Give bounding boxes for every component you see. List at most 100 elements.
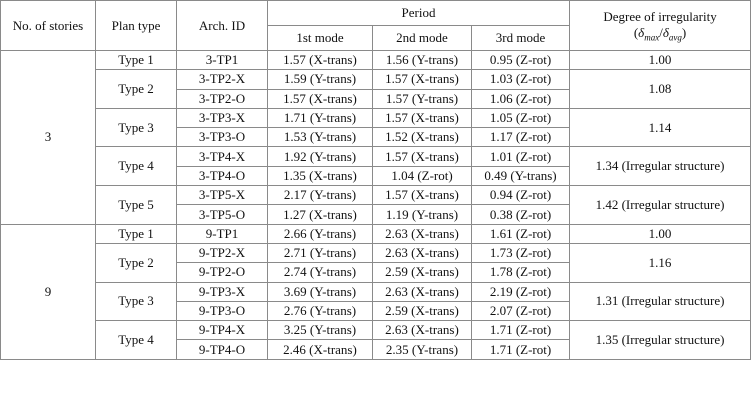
degree-cell: 1.14 [569,107,751,148]
header-cell: Degree of irregularity (δmax/δavg) [569,0,751,51]
arch-id-cell: 3-TP1 [176,49,268,71]
table-row: Type 2 3-TP2-X 1.59 (Y-trans) 1.57 (X-trans… [1,69,751,109]
degree-cell: 1.08 [569,69,751,109]
mode-cell: 2.19 (Z-rot) [470,281,571,302]
plan-cell: Type 2 [95,69,177,109]
degree-cell: 1.42 (Irregular structure) [569,185,751,225]
degree-cell: 1.31 (Irregular structure) [569,281,751,322]
header-cell: Plan type [95,0,177,51]
header-cell: 3rd mode [470,25,571,51]
table-row: Type 4 3-TP4-X 1.92 (Y-trans) 1.57 (X-trans… [1,146,751,187]
formula-part: max [644,32,660,43]
mode-cell: 1.03 (Z-rot) [470,69,571,90]
table-row: 9-TP3-O 2.76 (Y-trans) 2.59 (X-trans) 2.07 … [1,300,751,322]
table-row: Type 3 3-TP3-X 1.71 (Y-trans) 1.57 (X-trans… [1,107,751,148]
plan-cell: Type 1 [95,223,177,244]
table-row: Type 5 3-TP5-X 2.17 (Y-trans) 1.57 (X-trans… [1,185,751,225]
stories-cell: 3 [0,50,96,225]
mode-cell: 0.49 (Y-trans) [470,165,571,187]
mode-cell: 1.71 (Z-rot) [470,320,571,341]
mode-cell: 2.63 (X-trans) [372,281,472,302]
table-row: 3-TP3-O 1.53 (Y-trans) 1.52 (X-trans) 1.17 … [1,127,751,148]
table-row: 3-TP2-O 1.57 (X-trans) 1.57 (Y-trans) 1.06 … [1,88,751,109]
mode-cell: 2.59 (X-trans) [372,300,472,322]
mode-cell: 2.63 (X-trans) [372,223,472,244]
header-cell: Arch. ID [176,0,268,51]
mode-cell: 1.78 (Z-rot) [470,262,571,283]
arch-id-cell: 9-TP4-X [176,320,268,341]
header-cell: 2nd mode [372,25,472,51]
degree-title: Degree of irregularity [603,8,717,24]
arch-id-cell: 9-TP2-X [176,242,268,264]
mode-cell: 2.71 (Y-trans) [267,242,373,264]
mode-cell: 1.92 (Y-trans) [267,146,373,167]
table-row: 3-TP5-O 1.27 (X-trans) 1.19 (Y-trans) 0.38 … [1,204,751,225]
mode-cell: 1.57 (X-trans) [372,185,472,206]
mode-cell: 2.17 (Y-trans) [267,185,373,206]
mode-cell: 2.66 (Y-trans) [267,223,373,244]
mode-cell: 1.05 (Z-rot) [470,107,571,129]
plan-cell: Type 3 [95,107,177,148]
table-row: Type 2 9-TP2-X 2.71 (Y-trans) 2.63 (X-trans… [1,242,751,283]
arch-id-cell: 9-TP1 [176,223,268,244]
mode-cell: 1.59 (Y-trans) [267,69,373,90]
mode-cell: 1.52 (X-trans) [372,127,472,148]
arch-id-cell: 3-TP2-O [176,88,268,109]
arch-id-cell: 9-TP3-O [176,300,268,322]
formula-part: avg [668,32,682,43]
plan-cell: Type 4 [95,146,177,187]
arch-id-cell: 3-TP5-O [176,204,268,225]
mode-cell: 1.61 (Z-rot) [470,223,571,244]
degree-cell: 1.00 [569,49,751,71]
mode-cell: 0.95 (Z-rot) [470,49,571,71]
plan-cell: Type 1 [95,49,177,71]
table-row: 3-TP4-O 1.35 (X-trans) 1.04 (Z-rot) 0.49 (Y… [1,165,751,187]
header-cell: Period [266,0,571,26]
arch-id-cell: 9-TP2-O [176,262,268,283]
degree-cell: 1.00 [569,223,751,244]
table-row: 3 Type 1 3-TP1 1.57 (X-trans) 1.56 (Y-trans)… [0,49,751,225]
mode-cell: 2.35 (Y-trans) [372,339,472,360]
degree-cell: 1.16 [569,242,751,283]
table-header: No. of stories Plan type Arch. ID Period… [0,0,751,51]
mode-cell: 1.57 (Y-trans) [372,88,472,109]
mode-cell: 2.63 (X-trans) [372,242,472,264]
mode-cell: 1.73 (Z-rot) [470,242,571,264]
table-row: Type 3 9-TP3-X 3.69 (Y-trans) 2.63 (X-trans… [1,281,751,322]
mode-cell: 1.19 (Y-trans) [372,204,472,225]
table-row: 9-TP2-O 2.74 (Y-trans) 2.59 (X-trans) 1.78 … [1,262,751,283]
formula-part: δ [662,24,669,40]
mode-cell: 1.35 (X-trans) [267,165,373,187]
formula-part: δ [638,24,645,40]
mode-cell: 1.57 (X-trans) [372,146,472,167]
mode-cell: 3.25 (Y-trans) [267,320,373,341]
arch-id-cell: 9-TP4-O [176,339,268,360]
mode-cell: 2.63 (X-trans) [372,320,472,341]
mode-cell: 2.74 (Y-trans) [267,262,373,283]
mode-cell: 1.01 (Z-rot) [470,146,571,167]
formula-part: ( [633,24,639,40]
mode-cell: 1.17 (Z-rot) [470,127,571,148]
mode-cell: 2.59 (X-trans) [372,262,472,283]
mode-cell: 1.57 (X-trans) [267,49,373,71]
table-row: Type 4 9-TP4-X 3.25 (Y-trans) 2.63 (X-trans… [1,320,751,360]
arch-id-cell: 3-TP4-O [176,165,268,187]
arch-id-cell: 3-TP5-X [176,185,268,206]
mode-cell: 2.76 (Y-trans) [267,300,373,322]
header-cell: 1st mode [267,25,373,51]
degree-formula: (δmax/δavg) [570,25,750,43]
table-body: 3 Type 1 3-TP1 1.57 (X-trans) 1.56 (Y-trans)… [0,49,751,360]
mode-cell: 1.71 (Y-trans) [267,107,373,129]
mode-cell: 1.71 (Z-rot) [470,339,571,360]
formula-part: ) [681,24,687,40]
table-row: 9 Type 1 9-TP1 2.66 (Y-trans) 2.63 (X-trans)… [0,223,751,360]
mode-cell: 1.53 (Y-trans) [267,127,373,148]
mode-cell: 3.69 (Y-trans) [267,281,373,302]
mode-cell: 0.38 (Z-rot) [470,204,571,225]
arch-id-cell: 3-TP3-X [176,107,268,129]
mode-cell: 2.07 (Z-rot) [470,300,571,322]
mode-cell: 0.94 (Z-rot) [470,185,571,206]
plan-cell: Type 3 [95,281,177,322]
table-row: 9-TP4-O 2.46 (X-trans) 2.35 (Y-trans) 1.71 … [1,339,751,360]
